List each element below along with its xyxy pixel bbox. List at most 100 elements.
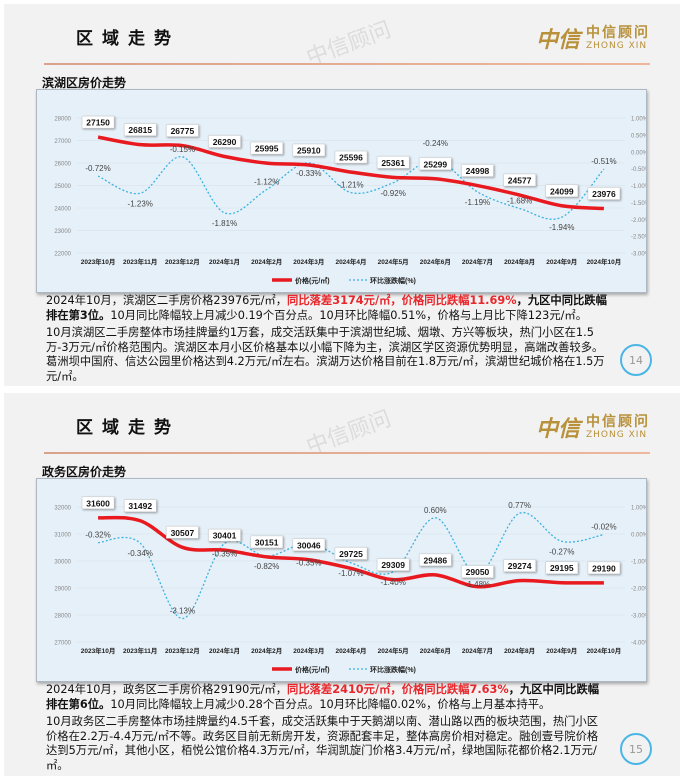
y-tick-label: 27000	[54, 139, 71, 145]
pct-data-label: -0.92%	[380, 189, 405, 198]
pct-change-line	[97, 156, 605, 220]
y2-tick-label: -1.00%	[631, 184, 646, 190]
price-label-box	[166, 526, 199, 539]
para1-highlight: 同比落差3174元/㎡，价格同比跌幅11.69%	[287, 294, 517, 307]
price-line	[97, 135, 605, 211]
logo-cn: 中信顾问	[586, 413, 650, 430]
x-tick-label: 2024年1月	[209, 257, 240, 266]
price-data-label: 29050	[466, 567, 490, 577]
para1-c: 10月同比降幅较上月减少0.19个百分点。10月环比降幅0.51%，价格与上月比…	[110, 308, 588, 322]
y-tick-label: 26000	[54, 162, 71, 168]
x-tick-label: 2024年4月	[335, 646, 366, 655]
price-label-box	[545, 184, 579, 198]
legend-price-label: 价格(元/㎡)	[295, 276, 330, 285]
price-label-box	[503, 559, 536, 572]
price-chart: 22000 23000 24000 25000 26000 27000 28000 -3.00…	[36, 89, 651, 293]
x-tick-label: 2024年3月	[293, 257, 324, 266]
price-label-box	[250, 535, 283, 549]
pct-data-label: -1.07%	[338, 569, 363, 578]
x-tick-label: 2024年6月	[420, 257, 451, 266]
y2-tick-label: -4.00%	[631, 641, 646, 647]
para1-rank: ，九区中同比跌幅排在第6位。	[46, 683, 600, 711]
legend-pct-label: 环比涨跌幅(%)	[370, 665, 416, 674]
price-label-box	[250, 141, 283, 155]
x-tick-label: 2024年10月	[587, 257, 622, 266]
page-number: 15	[620, 733, 652, 765]
para2: 10月滨湖区二手房整体市场挂牌量约1万套，成交活跃集中于滨湖世纪城、烟墩、方兴等…	[46, 326, 605, 383]
pct-data-label: 0.60%	[424, 506, 447, 515]
chart-svg: 27000 28000 29000 30000 31000 32000 -4.00% -3.0…	[54, 496, 651, 674]
price-data-label: 26290	[213, 137, 237, 147]
para1-rank: ，九区中同比跌幅排在第3位。	[46, 294, 607, 322]
y-tick-label: 31000	[54, 533, 71, 539]
pct-data-label: -0.82%	[254, 562, 279, 571]
y-tick-label: 29000	[54, 587, 71, 593]
para2: 10月政务区二手房整体市场挂牌量约4.5千套，成交活跃集中于天鹅湖以南、潜山路以…	[46, 715, 599, 772]
price-label-box	[587, 561, 621, 575]
price-label-box	[376, 558, 410, 571]
y-tick-label: 23000	[54, 229, 71, 235]
price-label-box	[81, 496, 115, 510]
x-tick-label: 2023年11月	[123, 646, 157, 655]
x-tick-label: 2024年8月	[504, 257, 535, 266]
legend-price-label: 价格(元/㎡)	[295, 665, 330, 674]
price-data-label: 24099	[550, 186, 574, 196]
slide-zhengwu: 中信顾问 区域走势 中信 中信顾问 ZHONG XIN 政务区房价走势 27000…	[4, 393, 680, 776]
pct-data-label: -1.68%	[507, 196, 532, 205]
logo-mark-icon: 中信	[535, 416, 580, 442]
y2-tick-label: -0.50%	[631, 167, 646, 173]
price-data-label: 25596	[339, 153, 363, 163]
price-data-label: 29725	[339, 549, 363, 559]
para1-a: 2024年10月，政务区二手房价格29190元/㎡，	[46, 683, 288, 696]
y-tick-label: 30000	[54, 560, 71, 566]
y2-tick-label: 0.50%	[631, 133, 646, 139]
x-tick-label: 2024年9月	[546, 646, 577, 655]
x-tick-label: 2024年7月	[462, 646, 493, 655]
pct-data-label: -1.23%	[128, 199, 153, 208]
y2-tick-label: 0.00%	[631, 150, 646, 156]
price-data-label: 30151	[255, 537, 279, 547]
logo: 中信 中信顾问 ZHONG XIN	[536, 22, 650, 54]
price-label-box	[292, 143, 326, 157]
x-tick-label: 2023年12月	[165, 257, 200, 266]
price-data-label: 29195	[550, 563, 574, 573]
price-label-box	[545, 561, 579, 574]
x-tick-label: 2023年10月	[81, 257, 116, 266]
slide-binhu: 中信顾问 区域走势 中信 中信顾问 ZHONG XIN 滨湖区房价走势 22000…	[4, 4, 680, 386]
y2-tick-label: -1.00%	[631, 560, 646, 566]
price-data-label: 25299	[423, 159, 447, 169]
logo-cn: 中信顾问	[586, 24, 650, 41]
y2-tick-label: -1.50%	[631, 201, 646, 207]
price-data-label: 24577	[508, 176, 532, 186]
x-tick-label: 2023年10月	[81, 646, 116, 655]
pct-data-label: -0.02%	[591, 523, 616, 532]
x-tick-label: 2024年6月	[420, 646, 451, 655]
price-label-box	[461, 164, 494, 177]
x-tick-label: 2024年9月	[546, 257, 577, 266]
price-data-label: 29190	[592, 563, 616, 573]
y2-tick-label: -2.00%	[631, 587, 646, 593]
y-tick-label: 32000	[54, 506, 71, 512]
price-label-box	[334, 150, 368, 164]
pct-data-label: -0.34%	[128, 549, 153, 558]
pct-data-label: -1.40%	[380, 578, 405, 587]
y-tick-label: 22000	[54, 252, 71, 258]
pct-data-label: -1.21%	[338, 181, 363, 190]
x-tick-label: 2024年5月	[378, 646, 409, 655]
price-data-label: 26815	[128, 125, 152, 135]
header-divider	[44, 452, 650, 454]
price-data-label: 29486	[423, 555, 447, 565]
pct-data-label: -3.13%	[170, 607, 195, 616]
x-tick-label: 2024年4月	[335, 257, 366, 266]
price-label-box	[334, 547, 368, 560]
price-data-label: 24998	[466, 166, 490, 176]
price-data-label: 25910	[297, 146, 321, 156]
y2-tick-label: -2.00%	[631, 218, 646, 224]
chart-subtitle: 滨湖区房价走势	[42, 76, 127, 90]
pct-data-label: -1.48%	[465, 580, 490, 589]
y2-tick-label: -2.50%	[631, 235, 646, 241]
x-tick-label: 2024年3月	[293, 646, 324, 655]
pct-data-label: -1.12%	[254, 178, 279, 187]
price-data-label: 25361	[381, 158, 405, 168]
legend-pct-label: 环比涨跌幅(%)	[370, 276, 416, 285]
